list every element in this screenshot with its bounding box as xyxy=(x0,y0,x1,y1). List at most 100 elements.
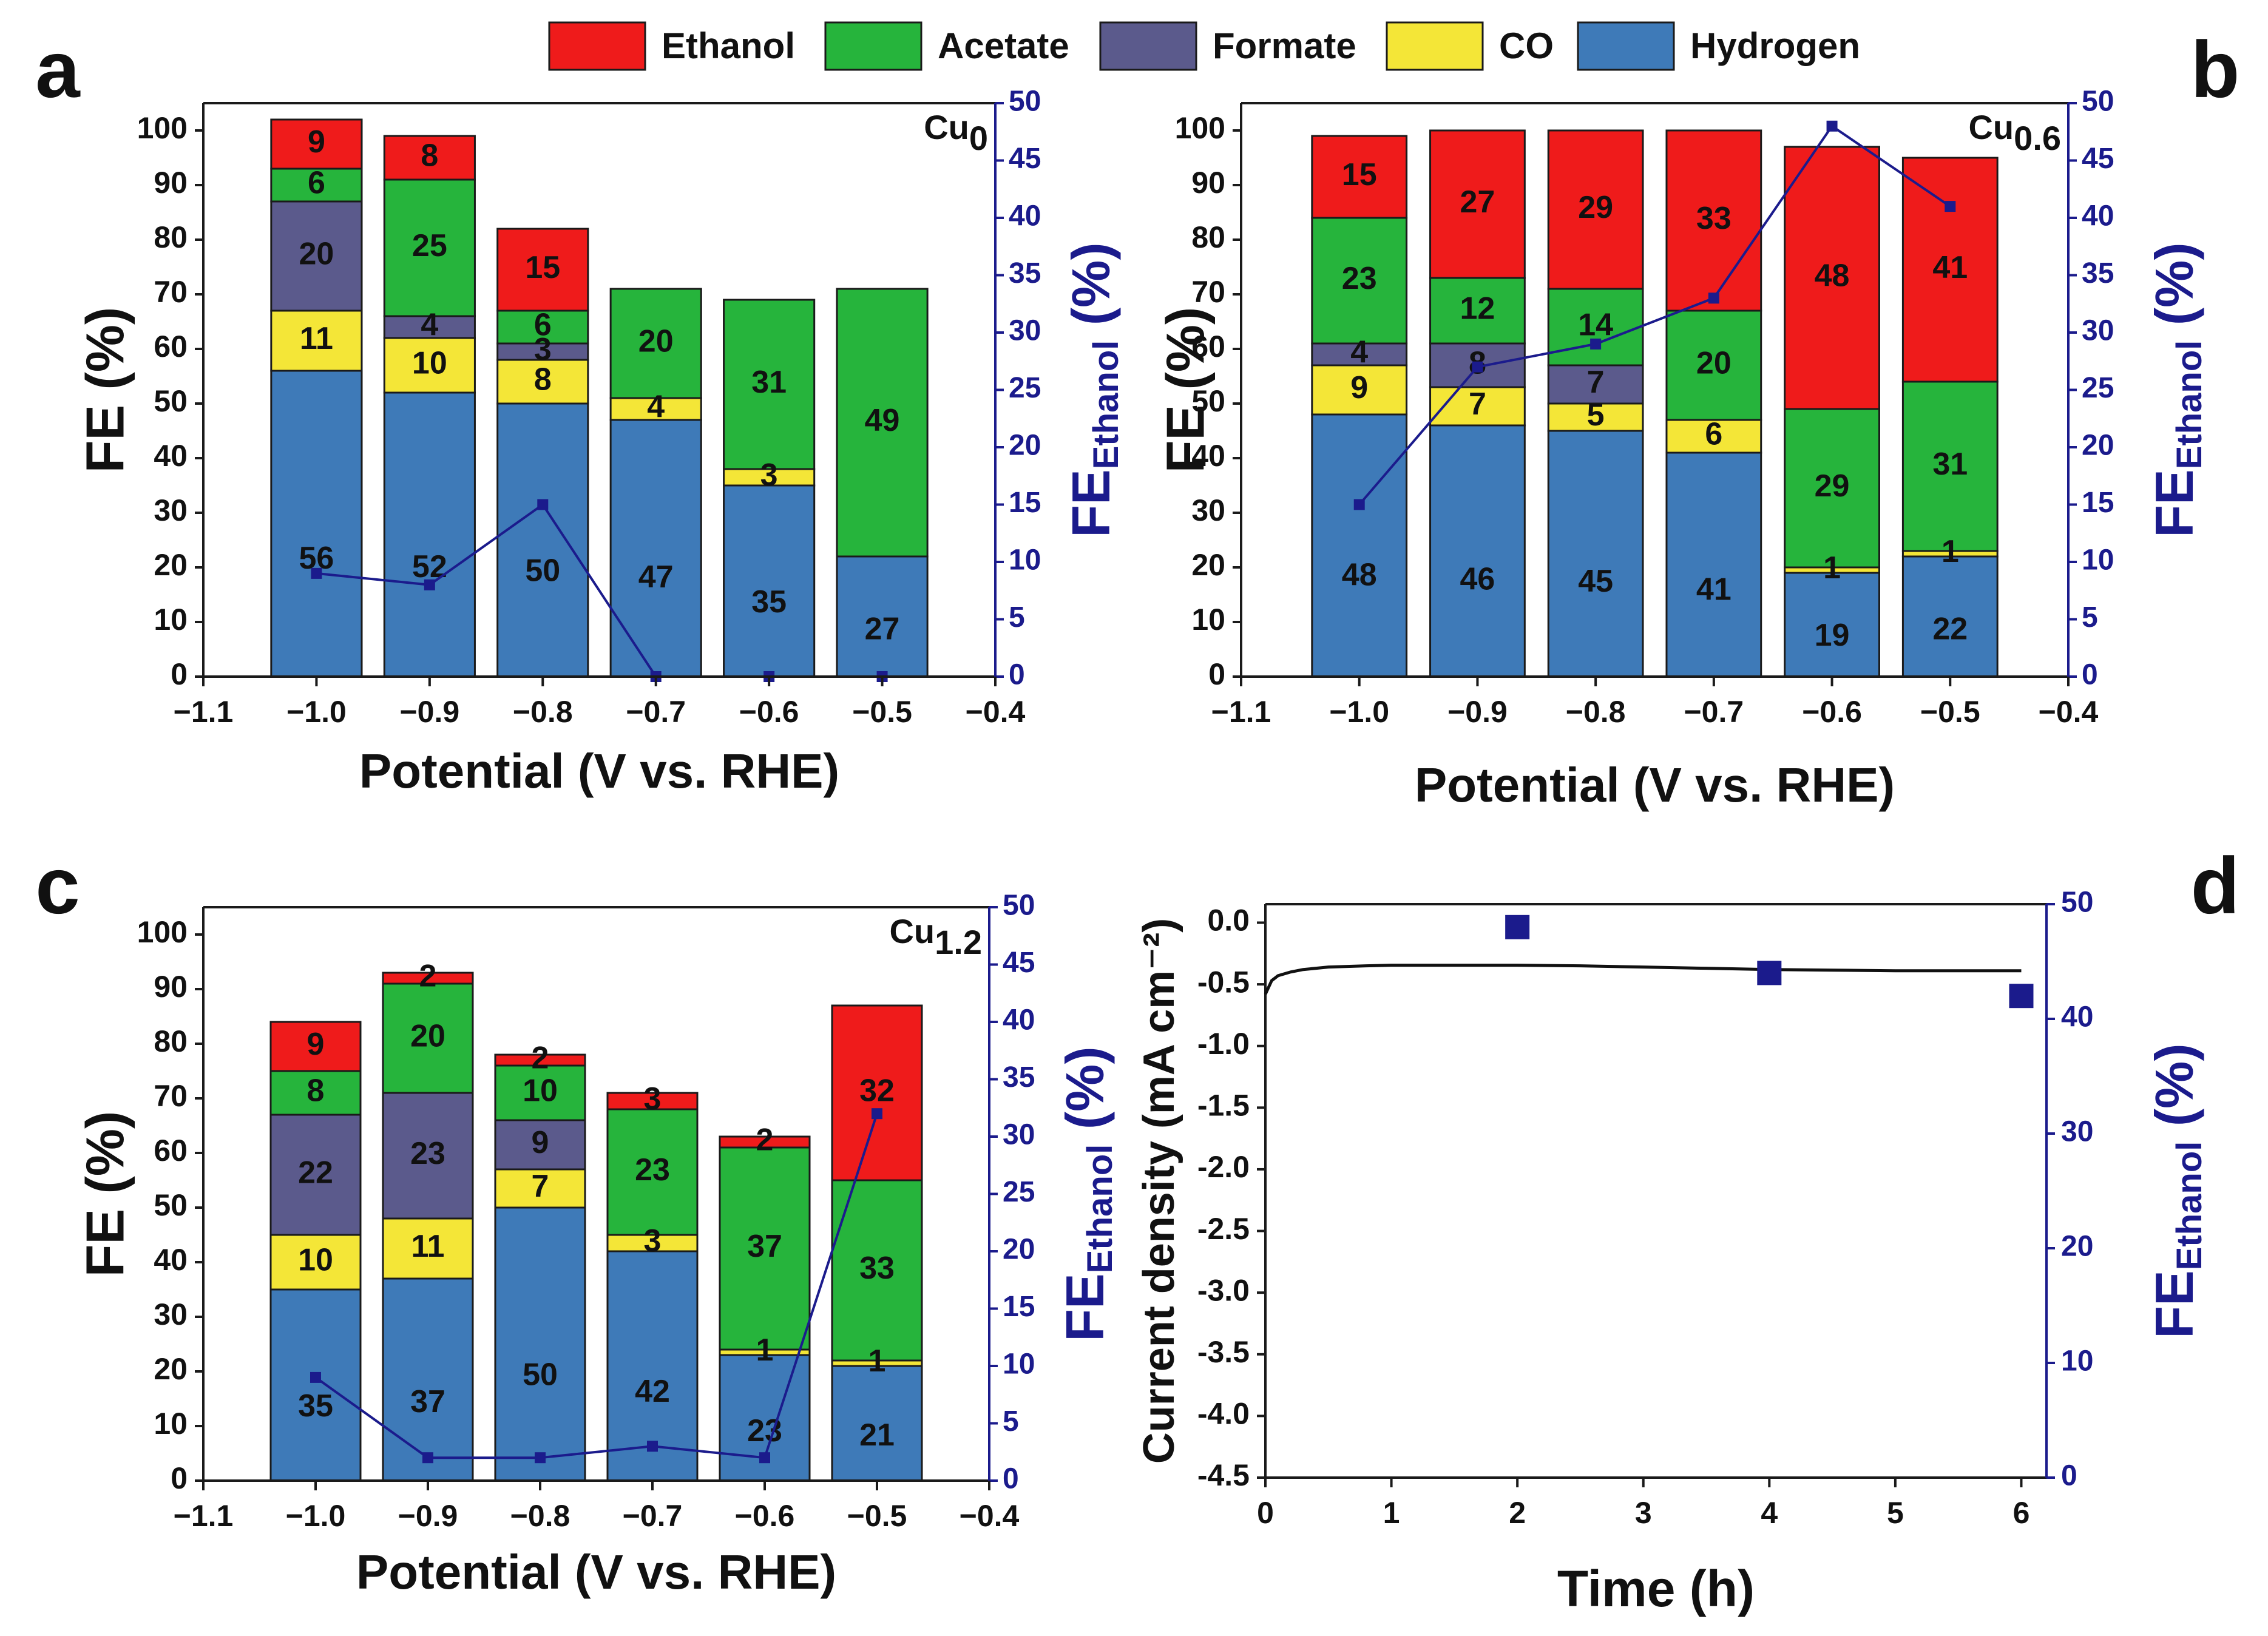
bar-acetate xyxy=(496,309,589,345)
bar-hydrogen xyxy=(382,1277,474,1482)
bar-co xyxy=(609,397,702,421)
x-tick-label: −0.9 xyxy=(399,695,459,729)
bar-ethanol xyxy=(1429,129,1526,279)
fe-ethanol-point xyxy=(537,499,549,510)
bar-label-formate: 20 xyxy=(299,237,334,272)
bar-label-ethanol: 32 xyxy=(859,1073,895,1109)
bar-acetate xyxy=(723,299,816,470)
y2-tick-label: 35 xyxy=(1009,257,1041,289)
bar-label-co: 11 xyxy=(300,321,333,356)
bar-label-ethanol: 2 xyxy=(419,959,437,994)
y-axis-label: FE (%) xyxy=(75,307,135,473)
bar-label-hydrogen: 41 xyxy=(1696,572,1731,607)
bar-ethanol xyxy=(494,1053,586,1067)
x-tick-label: −0.6 xyxy=(735,1499,795,1533)
x-tick-label: −0.4 xyxy=(960,1499,1020,1533)
bar-label-ethanol: 15 xyxy=(525,250,560,285)
fe-ethanol-point xyxy=(1590,338,1602,350)
x-tick-label: −1.0 xyxy=(1329,695,1389,729)
x-axis-label: Potential (V vs. RHE) xyxy=(1415,758,1895,812)
bar-hydrogen xyxy=(269,1288,362,1482)
bar-co xyxy=(270,309,363,372)
y2-axis-label: FEEthanol (%) xyxy=(2144,1043,2209,1338)
x-tick-label: −0.7 xyxy=(626,695,686,729)
bar-ethanol xyxy=(1547,129,1644,290)
panel-a: 5611206952104258508361547420353312749010… xyxy=(75,86,1126,798)
x-axis-label: Time (h) xyxy=(1557,1560,1755,1617)
bar-hydrogen xyxy=(1901,555,1999,678)
bar-co xyxy=(1547,402,1644,432)
y-tick-label: 90 xyxy=(154,166,188,200)
bar-label-hydrogen: 46 xyxy=(1460,561,1495,597)
x-tick-label: 4 xyxy=(1761,1496,1778,1530)
fe-ethanol-line xyxy=(314,1113,878,1459)
bar-label-hydrogen: 21 xyxy=(859,1418,895,1453)
bar-label-acetate: 33 xyxy=(859,1251,895,1286)
x-axis-label: Potential (V vs. RHE) xyxy=(356,1545,836,1599)
y2-tick-label: 50 xyxy=(1003,890,1035,922)
bar-label-ethanol: 41 xyxy=(1932,250,1968,285)
y-tick-label: 0.0 xyxy=(1207,904,1250,938)
bar-ethanol xyxy=(719,1135,811,1149)
bar-label-acetate: 20 xyxy=(638,324,674,359)
x-tick-label: −1.1 xyxy=(174,1499,234,1533)
bar-label-formate: 3 xyxy=(534,332,552,367)
bar-hydrogen xyxy=(831,1365,923,1482)
bar-acetate xyxy=(1901,380,1999,552)
bar-formate xyxy=(382,1092,474,1220)
bar-label-co: 8 xyxy=(534,362,552,397)
y2-tick-label: 10 xyxy=(1003,1348,1035,1381)
y-axis-label: FE (%) xyxy=(75,1111,135,1277)
bar-label-acetate: 31 xyxy=(1932,447,1968,482)
y2-tick-label: 5 xyxy=(1003,1405,1019,1438)
x-tick-label: −1.0 xyxy=(286,695,347,729)
x-tick-label: −0.4 xyxy=(2039,695,2099,729)
y2-tick-label: 45 xyxy=(2082,143,2114,175)
bar-label-acetate: 6 xyxy=(308,166,325,201)
y-axis-label: Current density (mA cm⁻²) xyxy=(1135,918,1183,1464)
x-tick-label: −0.6 xyxy=(739,695,799,729)
y2-tick-label: 35 xyxy=(1003,1061,1035,1093)
y-tick-label: 10 xyxy=(154,603,188,637)
y-tick-label: 10 xyxy=(1191,603,1225,637)
y2-tick-label: 30 xyxy=(2082,315,2114,347)
y-axis-label: FE (%) xyxy=(1155,307,1215,473)
bar-label-co: 1 xyxy=(1823,550,1841,586)
legend-label-acetate: Acetate xyxy=(938,25,1069,66)
bar-ethanol xyxy=(606,1092,699,1110)
bar-label-hydrogen: 37 xyxy=(410,1384,445,1419)
y-tick-label: -4.5 xyxy=(1197,1458,1250,1492)
y-tick-label: 30 xyxy=(1191,493,1225,527)
fe-ethanol-point xyxy=(1505,914,1530,939)
y2-tick-label: 0 xyxy=(1009,659,1025,691)
x-tick-label: 3 xyxy=(1635,1496,1652,1530)
bar-formate xyxy=(1311,342,1408,367)
y2-tick-label: 45 xyxy=(1009,143,1041,175)
bar-hydrogen xyxy=(496,402,589,678)
fe-ethanol-point xyxy=(2009,984,2034,1009)
bar-label-co: 11 xyxy=(411,1229,445,1264)
bar-label-acetate: 25 xyxy=(412,228,447,263)
y2-tick-label: 0 xyxy=(2061,1460,2077,1492)
x-tick-label: −0.5 xyxy=(852,695,912,729)
x-tick-label: −0.5 xyxy=(1920,695,1980,729)
bar-label-co: 1 xyxy=(868,1344,886,1379)
fe-ethanol-point xyxy=(1708,292,1719,304)
bar-label-ethanol: 9 xyxy=(308,124,325,160)
x-tick-label: 1 xyxy=(1383,1496,1400,1530)
bar-label-formate: 4 xyxy=(1350,335,1368,370)
panel-d: 0.0-0.5-1.0-1.5-2.0-2.5-3.0-3.5-4.0-4.5 0… xyxy=(1135,887,2209,1618)
bar-acetate xyxy=(1547,288,1644,367)
legend: Ethanol Acetate Formate CO Hydrogen xyxy=(548,21,1860,71)
x-tick-label: 0 xyxy=(1257,1496,1274,1530)
sample-label: Cu1.2 xyxy=(889,912,982,961)
bar-label-co: 6 xyxy=(1705,417,1722,452)
y-tick-label: -3.0 xyxy=(1197,1273,1250,1307)
x-tick-label: −0.8 xyxy=(510,1499,570,1533)
y2-tick-label: 10 xyxy=(1009,544,1041,576)
y2-tick-label: 25 xyxy=(1003,1176,1035,1208)
panel-b: 4894231546781227455714294162033191294822… xyxy=(1155,86,2209,812)
bar-ethanol xyxy=(1784,146,1880,410)
y-tick-label: -1.0 xyxy=(1197,1027,1250,1061)
